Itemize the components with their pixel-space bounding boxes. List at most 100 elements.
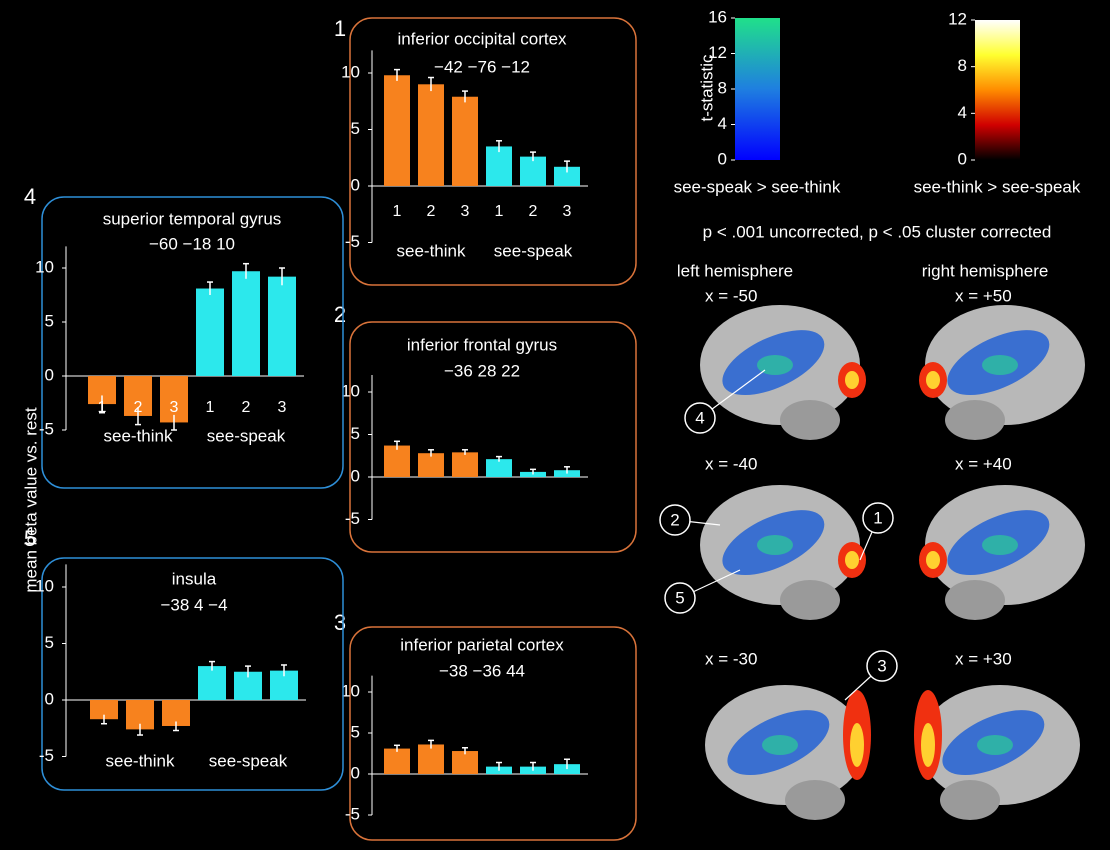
y-tick-label: 5 [351,722,360,741]
bar [418,744,444,774]
x-tick-label: 1 [495,203,504,220]
bar [452,452,478,477]
callout-circle [664,582,696,614]
y-tick-label: 0 [351,175,360,194]
panel-title: insula [172,569,217,588]
x-tick-label: 1 [206,399,215,416]
callout-number: 2 [670,510,679,529]
bar [268,276,296,376]
y-tick-label: 10 [35,257,54,276]
group-label: see-speak [207,426,286,445]
panel-frame [349,321,637,553]
slice-label: x = -50 [705,286,757,305]
y-tick-label: -5 [39,746,54,765]
panel-frame [349,626,637,841]
bar [554,166,580,186]
panel-subtitle: −42 −76 −12 [434,57,530,76]
cerebellum [940,780,1000,820]
group-label: see-think [106,751,175,770]
bar [452,96,478,186]
bar [232,271,260,376]
activation-blue-core [982,355,1018,375]
colorbar-tick-label: 4 [718,114,727,133]
activation-blue-core [982,535,1018,555]
colorbar-tick-label: 4 [958,103,967,122]
cerebellum [785,780,845,820]
panel-number: 1 [334,16,346,41]
y-tick-label: 0 [45,689,54,708]
cerebellum [945,400,1005,440]
bar [384,748,410,774]
panel-title: superior temporal gyrus [103,209,282,228]
y-tick-label: -5 [345,232,360,251]
bar [384,445,410,477]
callout-number: 1 [873,508,882,527]
callout-circle [866,650,898,682]
activation-yellow [850,723,864,767]
cerebellum [780,580,840,620]
x-tick-label: 3 [278,399,287,416]
y-tick-label: 0 [351,763,360,782]
x-tick-label: 3 [170,399,179,416]
y-tick-label: 0 [351,466,360,485]
colorbar-label: t-statistic [697,54,716,122]
x-tick-label: 1 [393,203,402,220]
colorbar-tick-label: 12 [948,9,967,28]
slice-label: x = +50 [955,286,1012,305]
panel-title: inferior frontal gyrus [407,335,557,354]
panel-frame [349,17,637,286]
bar [196,288,224,376]
slice-label: x = +30 [955,649,1012,668]
colorbar-tick-label: 8 [718,78,727,97]
colorbar-caption: see-think > see-speak [914,177,1081,196]
colorbar [975,20,1020,160]
y-tick-label: 10 [341,681,360,700]
bar [418,84,444,186]
bar [90,700,118,720]
callout-number: 4 [695,408,704,427]
colorbar-tick-label: 8 [958,56,967,75]
activation-yellow [845,371,859,389]
callout-circle [862,502,894,534]
activation-blue-core [762,735,798,755]
activation-yellow [926,371,940,389]
slice-label: x = -30 [705,649,757,668]
panel-number: 4 [24,184,36,209]
colorbar-tick-label: 16 [708,7,727,26]
x-tick-label: 3 [461,203,470,220]
callout-number: 5 [675,588,684,607]
y-tick-label: -5 [345,804,360,823]
colorbar-caption: see-speak > see-think [674,177,841,196]
bar [486,459,512,477]
x-tick-label: 2 [529,203,538,220]
hemisphere-label: right hemisphere [922,261,1049,280]
y-tick-label: 5 [45,311,54,330]
colorbar [735,18,780,160]
activation-blue-core [757,355,793,375]
group-label: see-speak [494,241,573,260]
cerebellum [945,580,1005,620]
panel-title: inferior occipital cortex [397,29,567,48]
group-label: see-think [397,241,466,260]
y-axis-label: mean beta value vs. rest [21,407,40,592]
slice-label: x = -40 [705,454,757,473]
bar [452,751,478,774]
activation-yellow [845,551,859,569]
y-tick-label: 10 [341,62,360,81]
panel-number: 5 [24,526,36,551]
bar [384,75,410,186]
colorbar-tick-label: 0 [958,149,967,168]
activation-blue-core [757,535,793,555]
activation-yellow [926,551,940,569]
panel-number: 2 [334,302,346,327]
hemisphere-label: left hemisphere [677,261,793,280]
y-tick-label: 10 [341,381,360,400]
x-tick-label: 2 [427,203,436,220]
slice-label: x = +40 [955,454,1012,473]
panel-frame [41,196,344,489]
callout-circle [659,504,691,536]
callout-circle [684,402,716,434]
x-tick-label: 2 [134,399,143,416]
y-tick-label: 0 [45,365,54,384]
